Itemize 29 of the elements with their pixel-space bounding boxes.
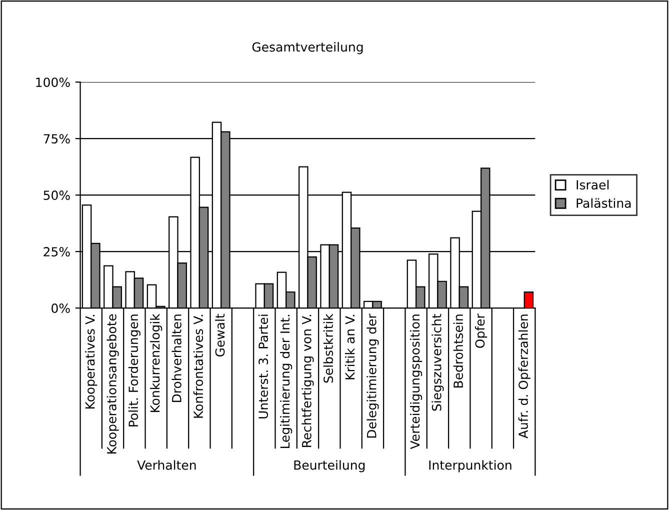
y-tick-label: 25% — [44, 247, 70, 256]
x-tick-label: Gewalt — [215, 314, 225, 357]
y-tick-label: 50% — [44, 190, 70, 200]
x-tick-label: Selbstkritik — [323, 314, 334, 383]
x-tick-label: Kooperatives V. — [85, 314, 98, 409]
x-tick-label: Polit. Forderungen — [128, 314, 140, 426]
x-tick-label: Rechtfertigung von V. — [302, 314, 314, 448]
y-tick-label: 0% — [52, 304, 70, 313]
x-tick-label: Legitimierung der Int. — [280, 314, 292, 448]
legend-label: Israel — [576, 180, 609, 190]
x-tick-label: Siegszuversicht — [432, 314, 444, 411]
text: Interpunktion — [429, 460, 512, 472]
x-tick-label: Konkurrenzlogik — [150, 314, 162, 412]
x-tick-label: Verteidigungsposition — [410, 314, 422, 450]
x-tick-label: Kritik an V. — [345, 314, 355, 380]
x-tick-label: Konfrontatives V. — [193, 314, 204, 418]
text: Beurteilung — [294, 460, 365, 472]
x-tick-label: Kooperationsangebote — [106, 314, 119, 454]
x-tick-label: Drohverhalten — [172, 314, 182, 402]
x-tick-label: Opfer — [474, 314, 488, 348]
y-tick-label: 75% — [44, 134, 70, 144]
chart-title: Gesamtverteilung — [252, 42, 363, 54]
x-tick-label: Delegitimierung der — [366, 314, 379, 438]
legend-label: Palästina — [576, 198, 631, 208]
x-tick-label: Bedrohtsein — [453, 314, 464, 388]
text: Verhalten — [137, 460, 196, 470]
x-tick-label: Aufr. d. Opferzahlen — [518, 314, 530, 438]
y-tick-label: 100% — [36, 78, 70, 88]
x-tick-label: Unterst. 3. Partei — [258, 314, 268, 418]
